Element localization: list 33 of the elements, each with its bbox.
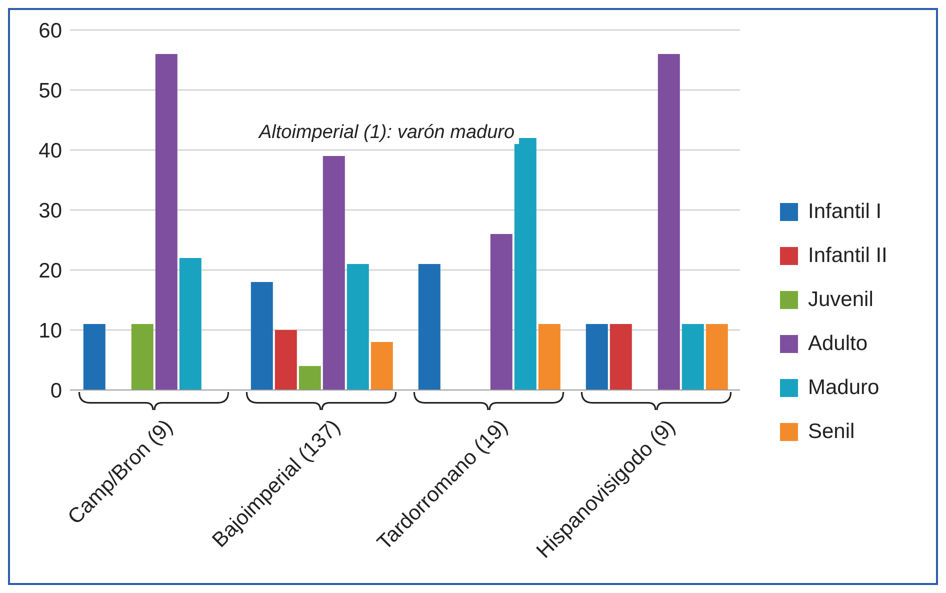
y-tick-label: 10: [38, 319, 62, 342]
y-tick-label: 40: [38, 139, 62, 162]
bar: [682, 324, 704, 390]
bar: [610, 324, 632, 390]
bar: [298, 366, 321, 390]
legend-label: Infantil II: [808, 244, 888, 268]
legend-label: Infantil I: [808, 200, 882, 224]
y-tick-label: 20: [38, 259, 62, 282]
y-tick-label: 50: [38, 79, 62, 102]
bar: [370, 342, 393, 390]
bar: [274, 330, 297, 390]
bar: [322, 156, 345, 390]
bar: [346, 264, 369, 390]
bar: [514, 138, 536, 390]
bar: [418, 264, 440, 390]
legend-label: Maduro: [808, 376, 880, 400]
bar: [586, 324, 608, 390]
y-tick-label: 60: [38, 19, 62, 42]
bar: [250, 282, 273, 390]
bar: [538, 324, 560, 390]
annotation: Altoimperial (1): varón maduro: [255, 122, 519, 144]
legend-label: Juvenil: [808, 288, 874, 312]
bar: [131, 324, 154, 390]
bar: [706, 324, 728, 390]
y-tick-label: 30: [38, 199, 62, 222]
bar: [155, 54, 178, 390]
bar: [658, 54, 680, 390]
legend-label: Adulto: [808, 332, 868, 356]
bar: [83, 324, 106, 390]
y-tick-label: 0: [50, 379, 62, 402]
legend-label: Senil: [808, 420, 855, 444]
bar: [179, 258, 202, 390]
bar: [490, 234, 512, 390]
